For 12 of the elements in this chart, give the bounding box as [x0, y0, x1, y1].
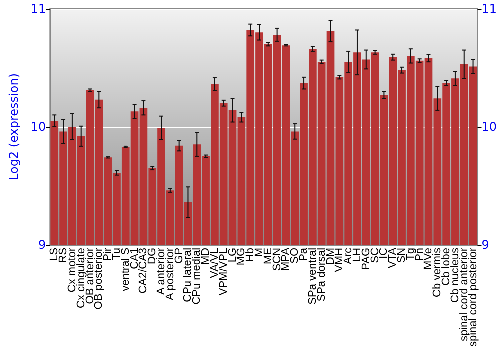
y2-tick-label: 11: [482, 2, 498, 16]
x-tick-label: M: [253, 248, 266, 258]
y-tick-label: 9: [38, 238, 46, 252]
y2-tick-label: 9: [482, 238, 490, 252]
x-tick-label: Tg: [404, 248, 417, 261]
y-axis-title: Log2 (expression): [7, 73, 21, 180]
x-tick-label: SPa dorsal: [316, 248, 328, 302]
x-tick-label: OB posterior: [93, 248, 106, 310]
y2-tick-label: 10: [482, 120, 498, 134]
y-tick-label: 11: [30, 2, 46, 16]
x-tick-label: A posterior: [164, 248, 176, 301]
y-tick-label: 10: [30, 120, 46, 134]
